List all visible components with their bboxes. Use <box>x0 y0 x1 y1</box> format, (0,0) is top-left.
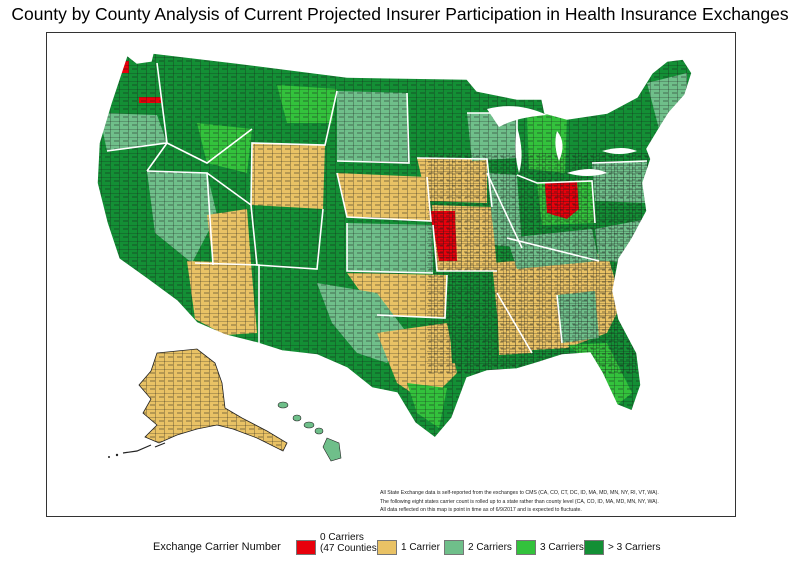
legend-label-more: > 3 Carriers <box>608 542 661 553</box>
state-borders <box>106 62 648 354</box>
legend-swatch-two <box>444 540 464 555</box>
legend-label-zero-line1: 0 Carriers <box>320 532 364 543</box>
great-lakes <box>487 106 637 176</box>
legend-label-two: 2 Carriers <box>468 542 512 553</box>
legend-swatch-three <box>516 540 536 555</box>
hawaii <box>277 401 342 462</box>
map-notes: All State Exchange data is self-reported… <box>380 489 730 515</box>
alaska <box>108 348 288 458</box>
note-line: The following eight states carrier count… <box>380 498 659 505</box>
legend-swatch-one <box>377 540 397 555</box>
note-line: All data reflected on this map is point … <box>380 507 582 514</box>
legend-swatch-zero <box>296 540 316 555</box>
contiguous-us <box>97 53 692 438</box>
legend: Exchange Carrier Number 0 Carriers (47 C… <box>0 532 800 562</box>
us-county-map <box>96 52 693 462</box>
legend-title: Exchange Carrier Number <box>153 541 281 553</box>
map-title: County by County Analysis of Current Pro… <box>11 4 789 24</box>
note-line: All State Exchange data is self-reported… <box>380 490 659 496</box>
legend-label-three: 3 Carriers <box>540 542 584 553</box>
legend-swatch-more <box>584 540 604 555</box>
map-frame <box>46 32 736 517</box>
legend-label-one: 1 Carrier <box>401 542 440 553</box>
legend-label-zero-line2: (47 Counties) <box>320 542 381 554</box>
legend-label-zero: 0 Carriers (47 Counties) <box>320 532 381 554</box>
